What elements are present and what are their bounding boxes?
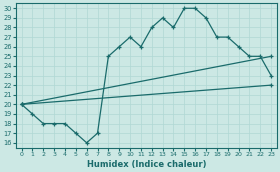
X-axis label: Humidex (Indice chaleur): Humidex (Indice chaleur) [87, 159, 206, 169]
